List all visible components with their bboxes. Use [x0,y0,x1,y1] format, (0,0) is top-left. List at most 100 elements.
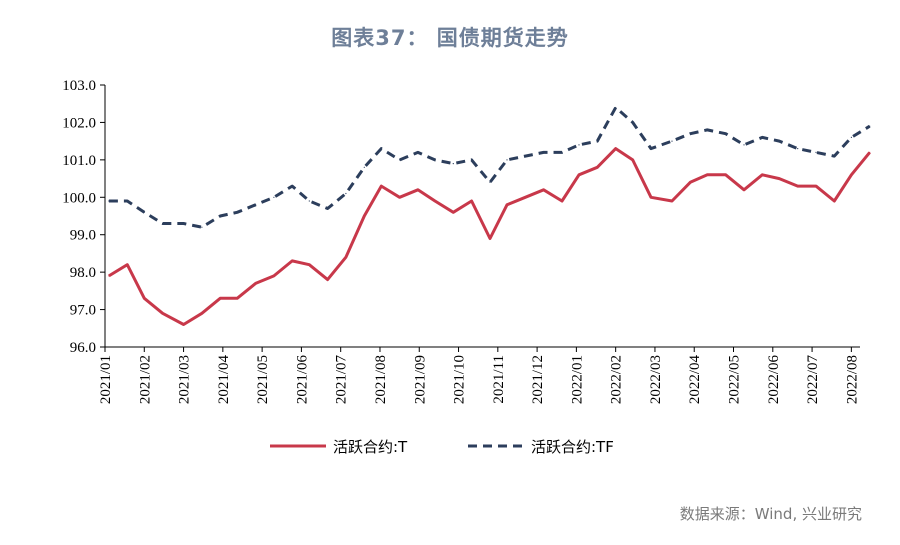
y-tick-label: 97.0 [70,303,96,319]
data-point [761,136,763,138]
x-tick-label: 2021/03 [177,355,193,404]
data-point [815,151,817,153]
y-tick-label: 102.0 [62,115,96,131]
x-tick-label: 2022/01 [569,355,585,404]
data-point [452,211,454,213]
data-point [615,148,617,150]
data-point [108,200,110,202]
x-tick-labels: 2021/01 2021/02 2021/03 2021/04 2021/05 2021/… [98,355,860,405]
data-point [126,264,128,266]
data-point [380,185,382,187]
data-point [471,200,473,202]
data-point [345,256,347,258]
x-tick-label: 2021/10 [452,355,468,404]
data-point [778,178,780,180]
series-line [108,106,871,229]
data-point [615,106,617,109]
data-point [543,151,545,153]
data-point [689,181,691,183]
data-point [291,185,293,187]
data-point [543,189,545,191]
x-tick-label: 2021/01 [98,355,114,404]
data-point [363,166,365,168]
x-tick-label: 2021/07 [334,355,350,405]
data-point [236,211,238,213]
data-point [417,151,419,153]
x-tick-label: 2022/08 [844,355,860,404]
data-point [255,204,257,206]
x-tick-label: 2022/05 [727,355,743,404]
data-point [833,200,835,202]
data-point [815,185,817,187]
legend-label: 活跃合约:TF [531,438,614,456]
data-point [327,279,329,281]
data-point [578,144,580,146]
y-tick-label: 100.0 [62,190,96,206]
x-tick-label: 2022/06 [766,355,782,405]
data-point [632,121,634,123]
data-point [650,148,652,150]
y-tick-label: 96.0 [70,340,96,356]
y-tick-label: 98.0 [70,265,96,281]
data-point [706,129,708,131]
data-point [363,215,365,217]
data-point [561,200,563,202]
series-lines [108,106,871,326]
data-point [689,133,691,135]
data-point [725,133,727,135]
data-point [236,297,238,299]
data-point [850,136,853,138]
data-point [255,282,257,284]
data-point [797,185,799,187]
y-tick-label: 103.0 [62,78,96,94]
source-note: 数据来源：Wind, 兴业研究 [679,505,862,523]
data-point [219,297,221,299]
data-point [743,189,745,191]
data-point [219,215,221,217]
data-point [632,159,634,161]
data-point [850,174,853,176]
x-tick-label: 2022/02 [609,355,625,404]
data-point [489,181,491,183]
data-point [650,196,652,198]
data-point [143,211,145,213]
data-point [761,174,763,176]
data-point [778,140,780,142]
data-point [506,204,508,206]
x-tick-label: 2021/09 [412,355,428,404]
data-point [706,174,708,176]
data-point [183,323,185,326]
data-point [578,174,580,176]
data-point [524,155,526,157]
chart-axes [100,84,860,352]
data-point [869,125,871,127]
data-point [291,260,293,262]
data-point [524,196,526,198]
data-point [561,151,563,153]
data-point [434,159,436,161]
x-tick-label: 2021/04 [216,355,232,405]
data-point [417,189,419,191]
data-point [797,148,799,150]
legend-label: 活跃合约:T [333,438,408,456]
data-point [380,148,382,150]
data-point [183,222,185,225]
data-point [308,264,310,266]
x-tick-label: 2021/08 [373,355,389,404]
x-tick-label: 2021/12 [530,355,546,404]
data-point [143,297,145,299]
data-point [108,275,110,277]
data-point [489,237,491,240]
y-tick-label: 99.0 [70,228,96,244]
data-point [434,200,436,202]
data-point [506,159,508,161]
data-point [671,200,673,202]
data-point [162,312,164,314]
data-point [743,144,745,146]
data-point [725,174,727,176]
data-point [869,151,871,153]
data-point [201,312,203,314]
x-tick-label: 2022/04 [687,355,703,405]
data-point [126,200,128,202]
data-point [596,166,598,168]
